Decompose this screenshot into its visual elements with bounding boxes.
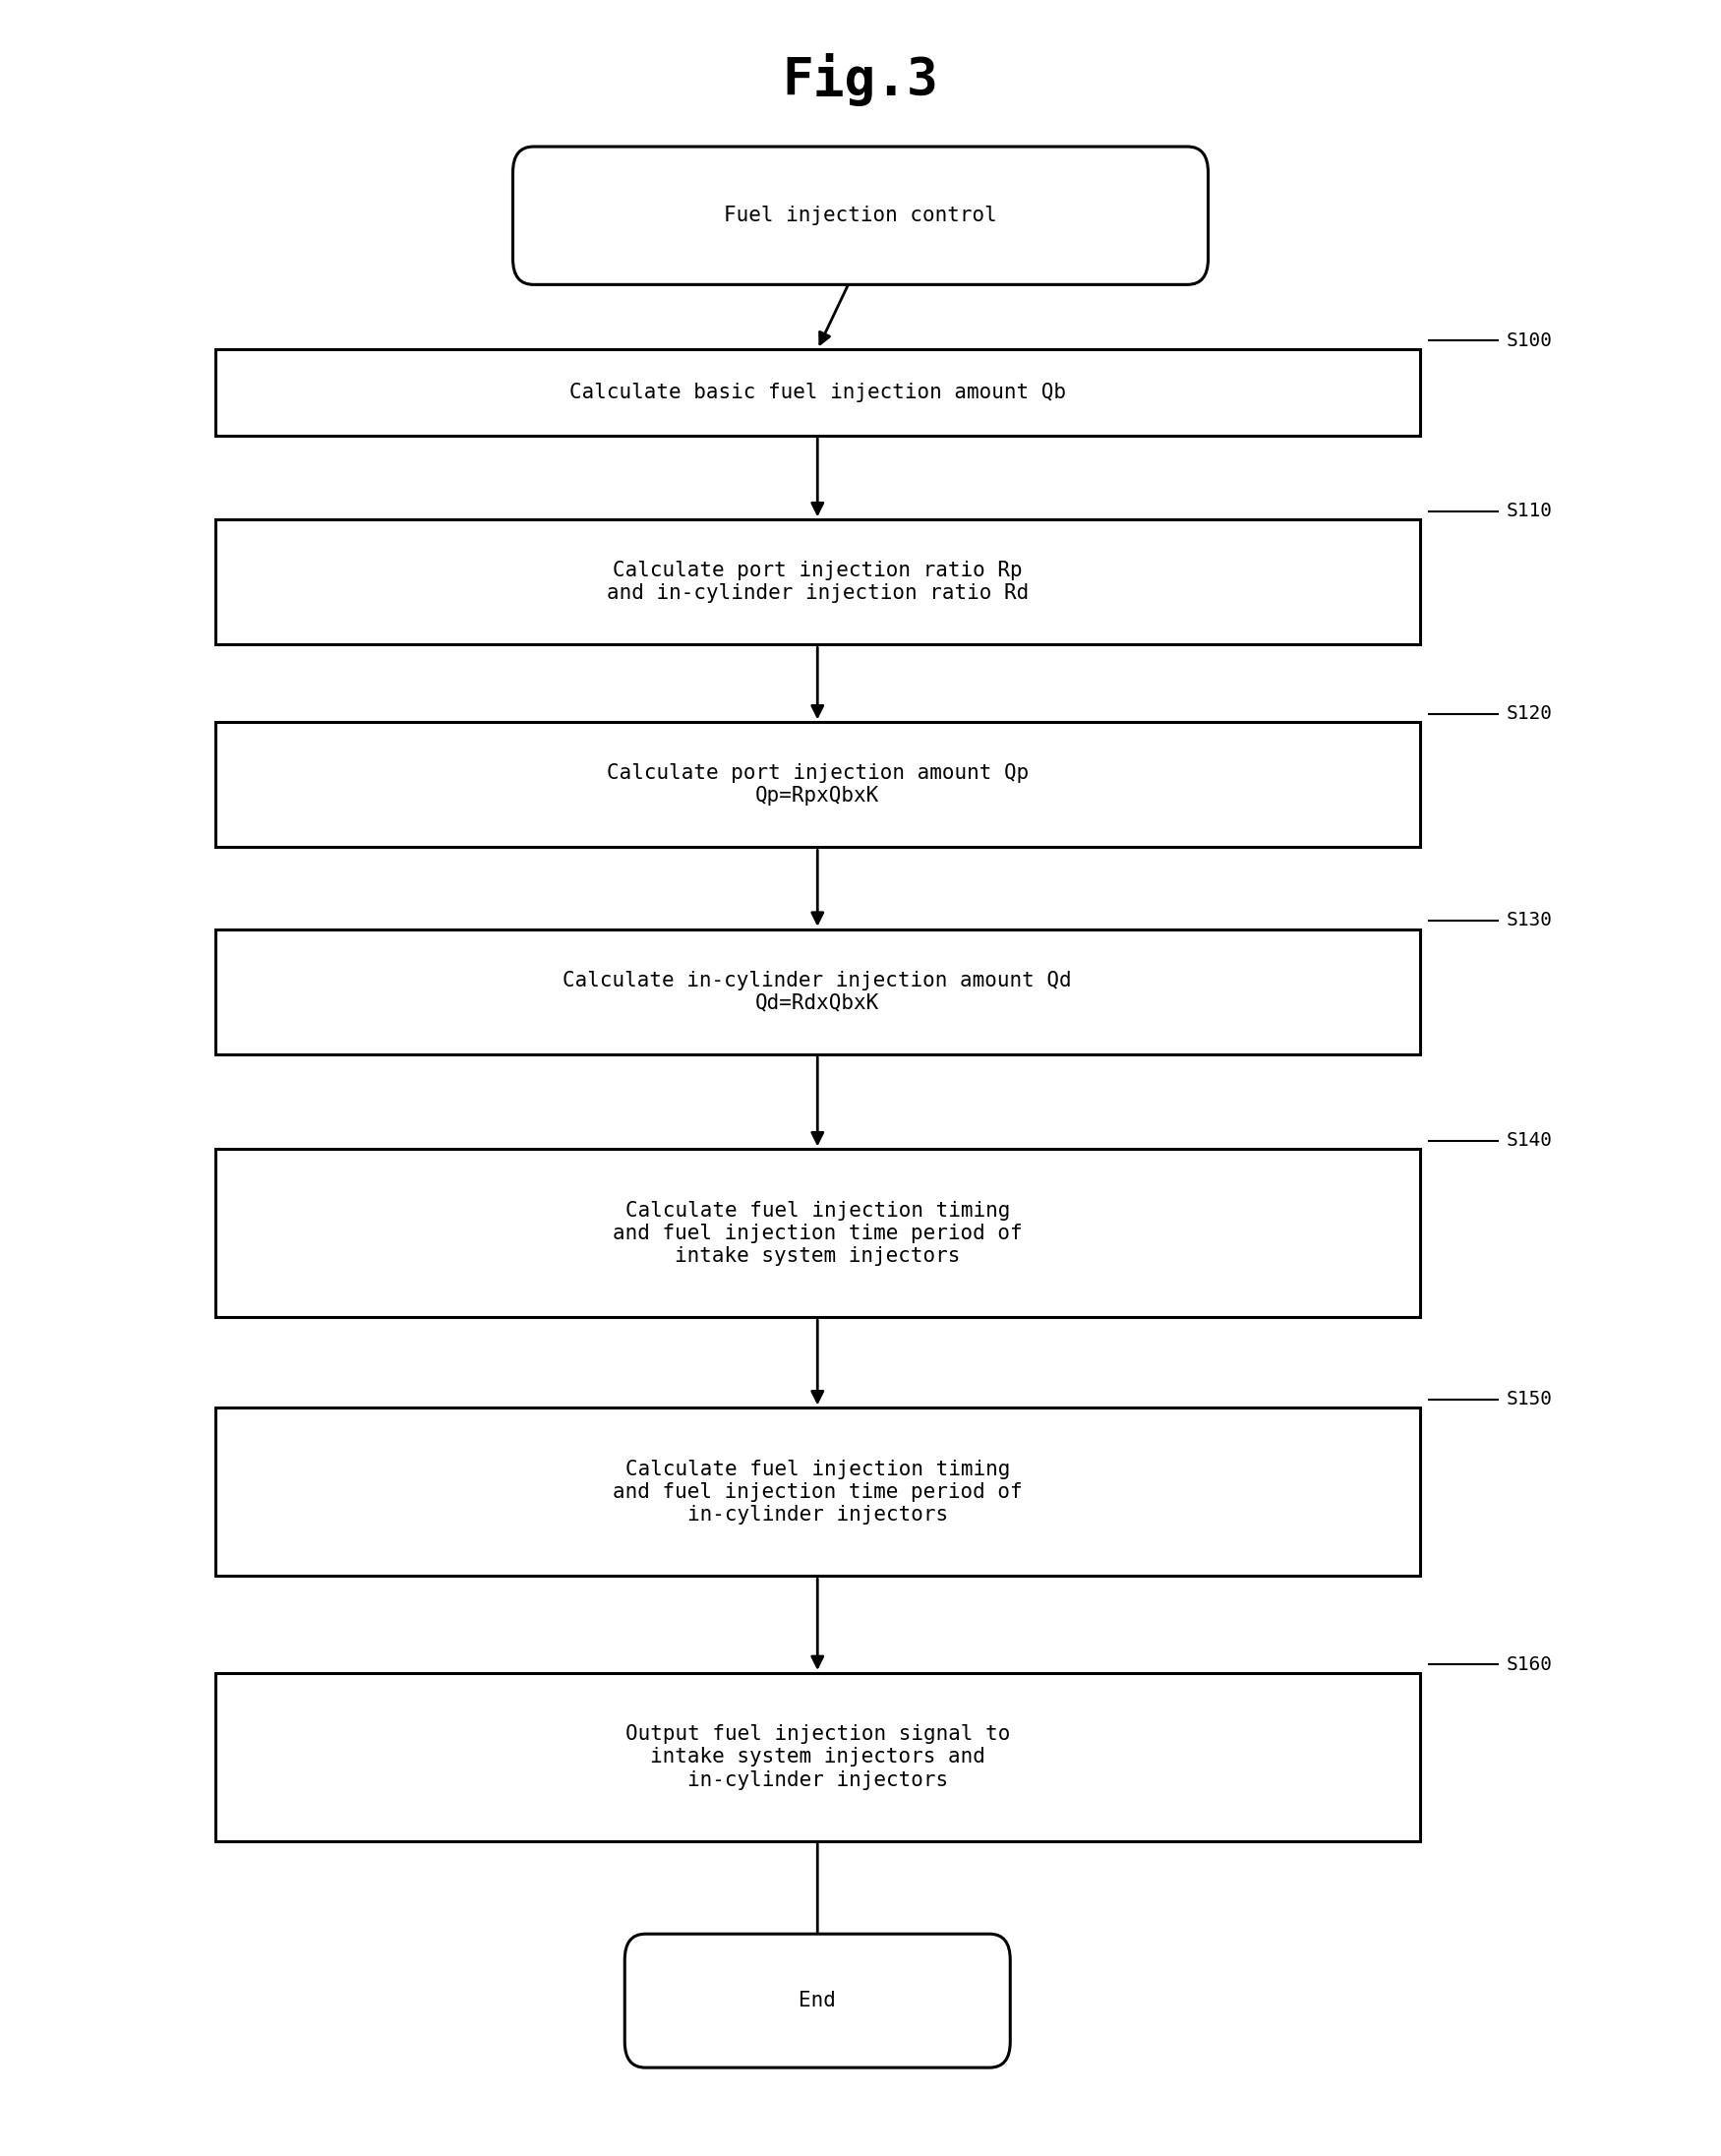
Text: Calculate basic fuel injection amount Qb: Calculate basic fuel injection amount Qb [570, 382, 1065, 403]
Text: S120: S120 [1506, 705, 1552, 722]
Text: S110: S110 [1506, 502, 1552, 520]
Text: Fig.3: Fig.3 [783, 54, 938, 106]
Text: S160: S160 [1506, 1656, 1552, 1673]
Text: S100: S100 [1506, 332, 1552, 349]
Text: S150: S150 [1506, 1391, 1552, 1408]
Text: Calculate fuel injection timing
and fuel injection time period of
in-cylinder in: Calculate fuel injection timing and fuel… [613, 1460, 1022, 1524]
Text: End: End [799, 1990, 836, 2012]
Text: Calculate in-cylinder injection amount Qd
Qd=RdxQbxK: Calculate in-cylinder injection amount Q… [563, 970, 1072, 1013]
Text: S140: S140 [1506, 1132, 1552, 1149]
Text: Calculate port injection ratio Rp
and in-cylinder injection ratio Rd: Calculate port injection ratio Rp and in… [606, 561, 1029, 604]
Bar [215, 1673, 1420, 1841]
Text: Output fuel injection signal to
intake system injectors and
in-cylinder injector: Output fuel injection signal to intake s… [625, 1725, 1010, 1789]
Bar [215, 929, 1420, 1054]
Text: S130: S130 [1506, 912, 1552, 929]
Bar [215, 1149, 1420, 1317]
Text: Calculate fuel injection timing
and fuel injection time period of
intake system : Calculate fuel injection timing and fuel… [613, 1201, 1022, 1266]
Text: Fuel injection control: Fuel injection control [725, 205, 996, 226]
Bar [215, 722, 1420, 847]
FancyBboxPatch shape [513, 147, 1208, 285]
Bar [215, 349, 1420, 436]
Bar [215, 520, 1420, 645]
Bar [215, 1408, 1420, 1576]
FancyBboxPatch shape [625, 1934, 1010, 2068]
Text: Calculate port injection amount Qp
Qp=RpxQbxK: Calculate port injection amount Qp Qp=Rp… [606, 763, 1029, 806]
